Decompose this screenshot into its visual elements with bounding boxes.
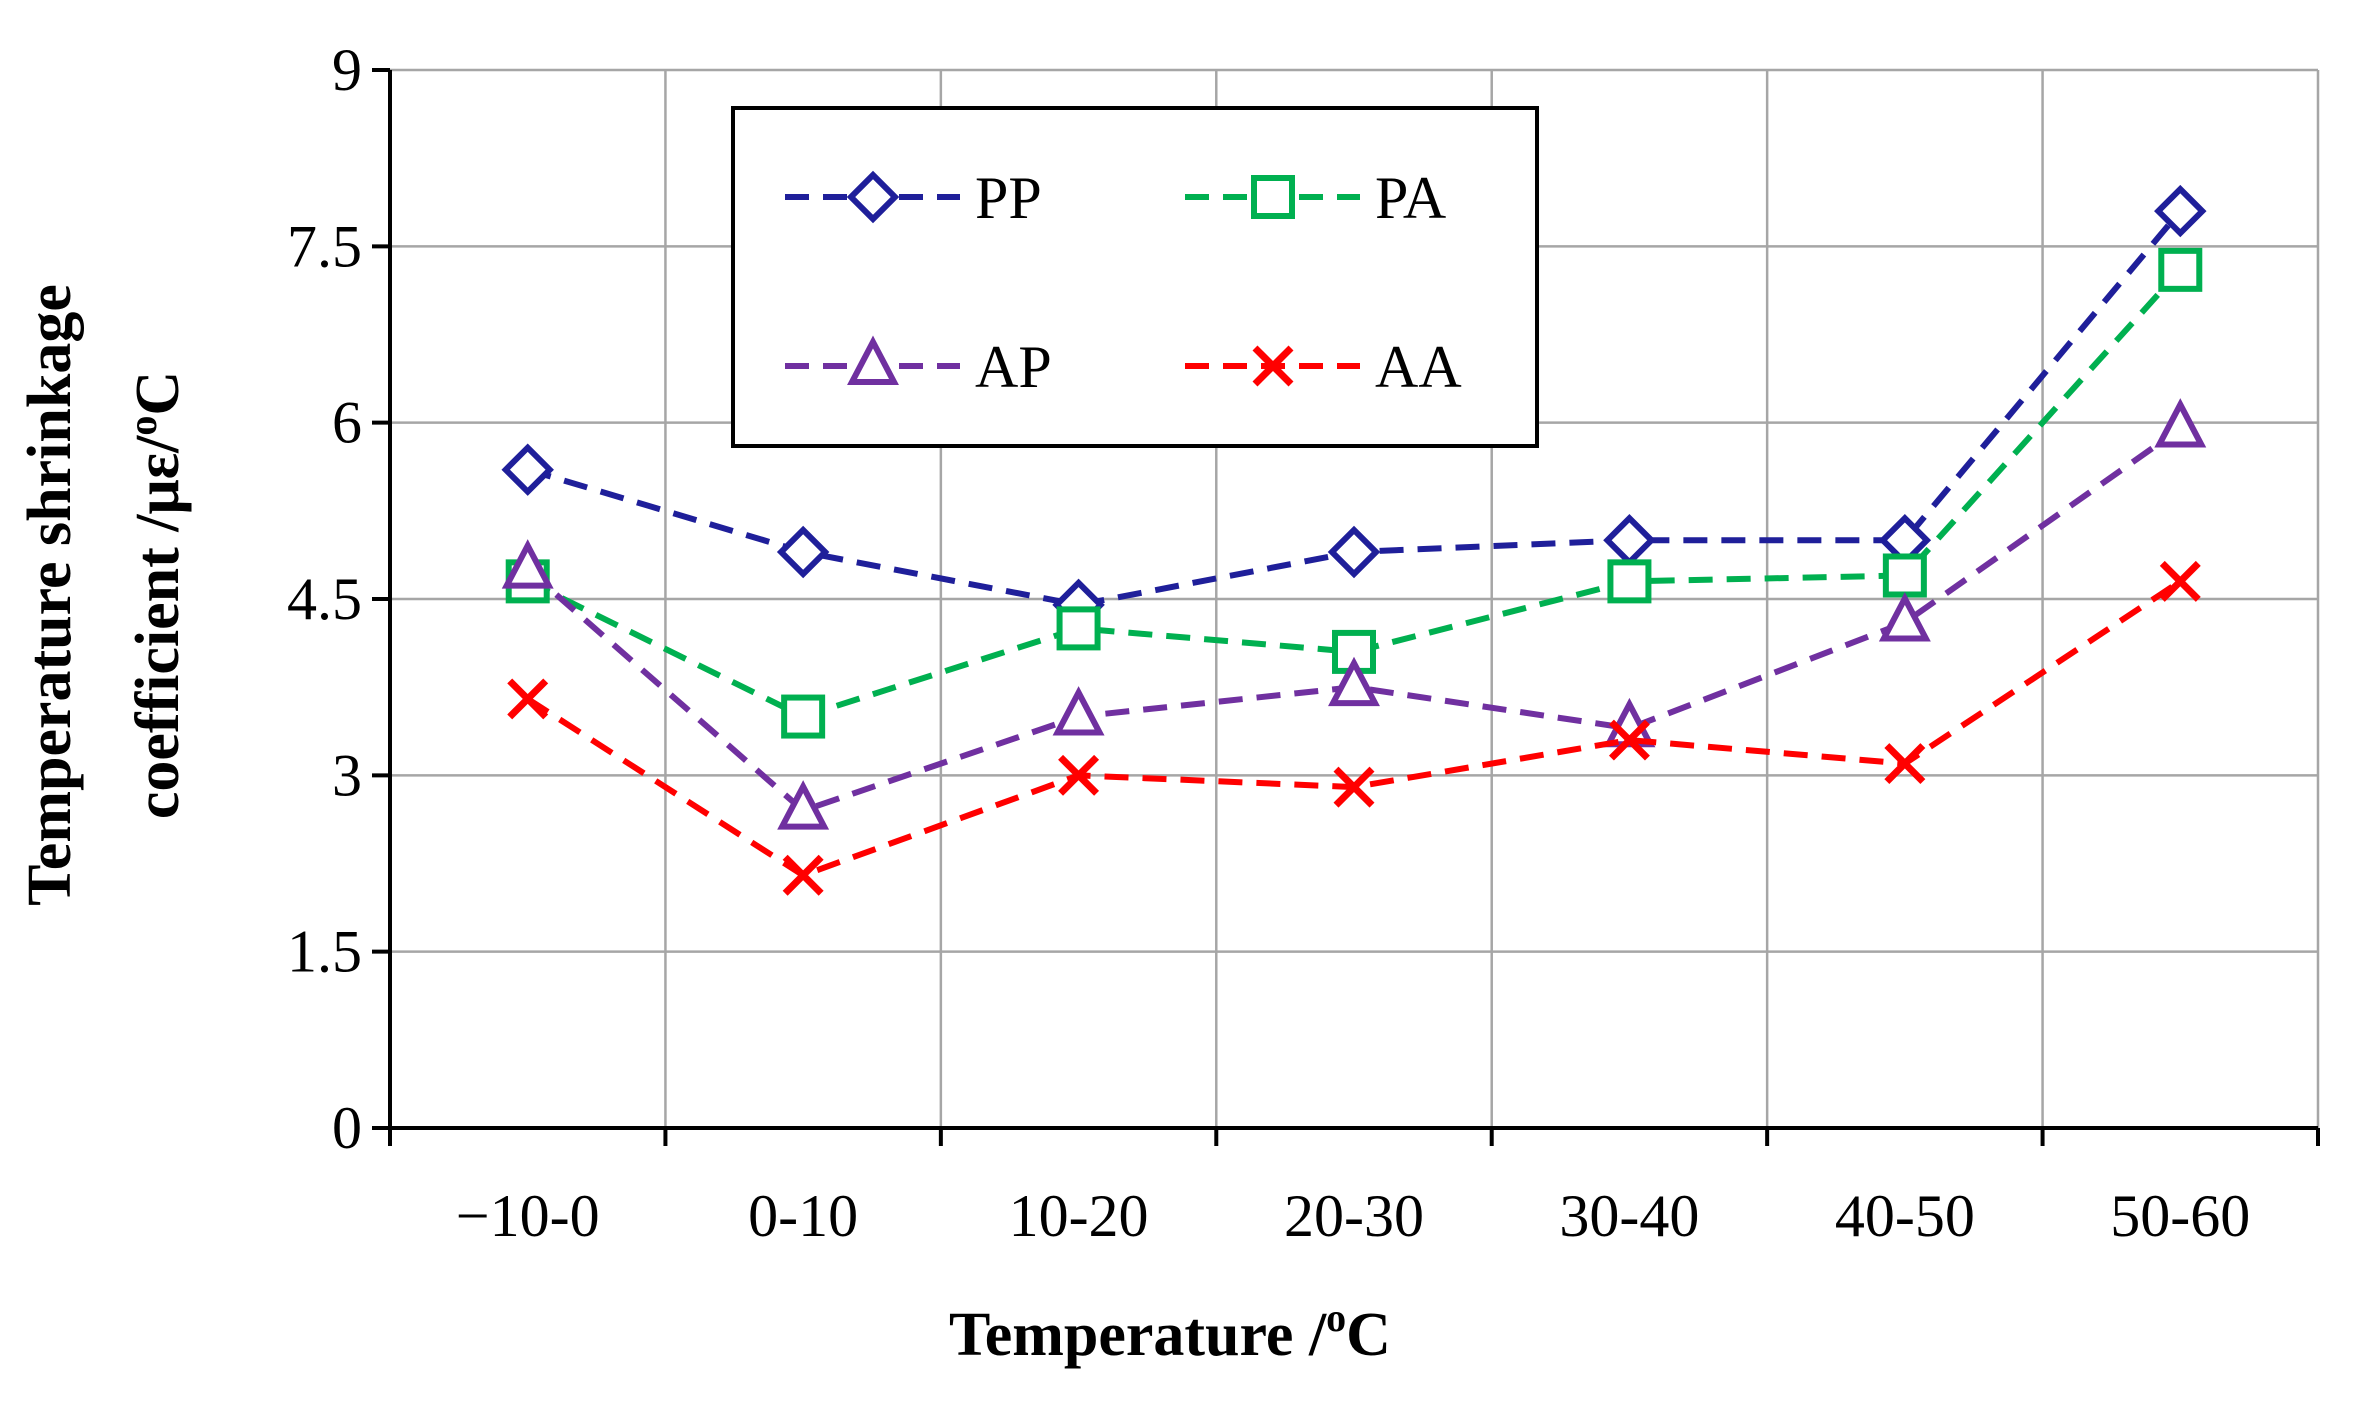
y-tick-label: 1.5 <box>287 919 362 985</box>
legend-item-aa: AA <box>1185 334 1462 400</box>
axes <box>372 68 2320 1146</box>
point-pp <box>776 525 830 579</box>
point-ap <box>2154 398 2207 448</box>
point-aa-stroke <box>1333 766 1375 808</box>
legend-label: PA <box>1375 165 1446 231</box>
legend-marker-stroke <box>1252 345 1294 387</box>
point-aa-stroke <box>1608 719 1650 761</box>
point-aa-stroke <box>1058 754 1100 796</box>
point-pa <box>1882 553 1927 598</box>
x-tick-label: 10-20 <box>1009 1183 1149 1249</box>
legend-marker <box>1252 345 1294 387</box>
x-tick-label: 50-60 <box>2110 1183 2250 1249</box>
point-ap <box>1878 592 1931 642</box>
point-aa <box>1884 743 1926 785</box>
series-ap <box>501 398 2207 830</box>
x-tick-label: 30-40 <box>1559 1183 1699 1249</box>
x-axis-title: Temperature /oC <box>949 1295 1391 1369</box>
legend-item-pp: PP <box>785 165 1042 231</box>
legend-label: AA <box>1375 334 1462 400</box>
y-tick-label: 7.5 <box>287 213 362 279</box>
point-pp <box>2154 184 2207 238</box>
point-ap <box>1052 686 1105 736</box>
point-pp <box>501 443 554 496</box>
point-ap <box>1328 656 1380 707</box>
point-aa <box>1608 719 1650 761</box>
legend-marker <box>847 335 899 385</box>
x-tick-label: −10-0 <box>456 1183 600 1249</box>
y-tick-label: 4.5 <box>287 566 362 632</box>
y-axis-title-line2: coefficient /με/oC <box>120 371 192 819</box>
legend-item-pa: PA <box>1185 165 1446 231</box>
tick-labels: 0 1.5 3 4.5 6 7.5 9 −10-0 0-10 10-20 20-30 30-40 40-… <box>287 37 2250 1249</box>
legend-label: AP <box>975 334 1052 400</box>
point-pa <box>2158 247 2203 292</box>
legend: PP PA AP AA <box>731 106 1539 448</box>
series-group <box>501 184 2207 896</box>
point-aa-stroke <box>507 678 549 720</box>
y-axis-title-line1: Temperature shrinkage <box>16 284 84 906</box>
point-aa-stroke <box>2159 560 2201 602</box>
y-axis-title: Temperature shrinkage coefficient /με/oC <box>16 284 192 906</box>
legend-label: PP <box>975 165 1042 231</box>
legend-item-ap: AP <box>785 334 1052 400</box>
y-tick-label: 3 <box>332 742 362 808</box>
x-tick-label: 20-30 <box>1284 1183 1424 1249</box>
point-pa <box>1056 606 1101 651</box>
y-tick-label: 6 <box>332 390 362 456</box>
y-tick-label: 0 <box>332 1095 362 1161</box>
point-pp <box>1327 525 1381 579</box>
point-aa <box>507 678 549 720</box>
point-ap <box>777 780 830 830</box>
legend-box <box>731 106 1539 448</box>
x-tick-label: 40-50 <box>1835 1183 1975 1249</box>
series-pp <box>501 184 2207 632</box>
point-pa <box>1607 559 1652 604</box>
x-tick-label: 0-10 <box>748 1183 858 1249</box>
legend-marker <box>846 170 900 224</box>
point-pa <box>781 694 826 739</box>
point-aa <box>2159 560 2201 602</box>
point-ap <box>501 539 554 589</box>
series-aa <box>507 560 2201 896</box>
point-aa-stroke <box>1884 743 1926 785</box>
point-aa <box>1058 754 1100 796</box>
y-tick-label: 9 <box>332 37 362 103</box>
legend-marker <box>1251 175 1295 219</box>
point-aa <box>782 854 824 896</box>
point-aa-stroke <box>782 854 824 896</box>
point-aa <box>1333 766 1375 808</box>
